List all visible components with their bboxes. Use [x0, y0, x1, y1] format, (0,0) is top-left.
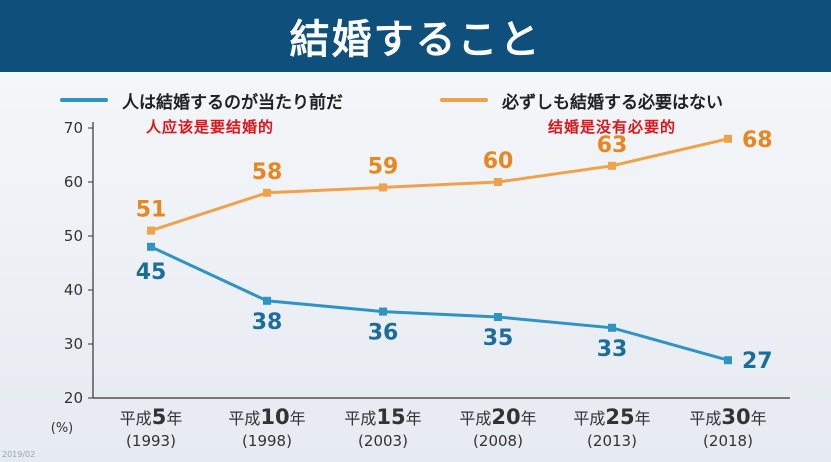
legend-item-series2: 必ずしも結婚する必要はない: [440, 88, 723, 113]
data-label: 51: [136, 198, 167, 223]
x-tick-year-label: (2018): [703, 432, 753, 450]
data-label: 33: [597, 337, 628, 362]
data-label: 27: [742, 349, 773, 374]
y-tick-label: 40: [64, 281, 83, 299]
x-tick-label: 平成30年: [689, 405, 766, 429]
x-tick-label: 平成25年: [573, 405, 650, 429]
watermark: 2019/02: [2, 450, 36, 459]
series-line-1: [150, 245, 729, 362]
x-tick-year-label: (2008): [473, 432, 523, 450]
data-point: [608, 323, 616, 332]
data-point: [724, 356, 732, 365]
legend-label-series1: 人は結婚するのが当たり前だ: [122, 92, 343, 113]
x-tick-label: 平成5年: [120, 405, 183, 429]
data-label: 36: [368, 321, 399, 346]
data-point: [147, 242, 155, 251]
x-tick-year-label: (2013): [587, 432, 637, 450]
y-tick-label: 60: [64, 173, 83, 191]
legend-label-series2: 必ずしも結婚する必要はない: [502, 92, 723, 113]
annotation-series2: 结婚是没有必要的: [548, 118, 677, 136]
data-point: [379, 307, 387, 316]
data-label: 68: [742, 128, 773, 153]
data-label: 60: [483, 149, 514, 174]
data-point: [494, 313, 502, 321]
legend-swatch-series1: [60, 98, 108, 102]
data-point: [147, 226, 155, 235]
x-tick-year-label: (1998): [242, 432, 292, 450]
y-tick-label: 30: [64, 335, 83, 353]
y-axis-unit: (%): [51, 421, 74, 436]
annotation-series1: 人应该是要结婚的: [146, 118, 275, 136]
legend-item-series1: 人は結婚するのが当たり前だ: [60, 88, 343, 113]
x-tick-label: 平成15年: [344, 405, 421, 429]
data-point: [263, 296, 271, 305]
legend-swatch-series2: [440, 98, 488, 102]
x-tick-label: 平成20年: [459, 405, 536, 429]
page-title: 結婚すること: [289, 17, 542, 63]
data-label: 63: [597, 133, 628, 158]
x-tick-year-label: (1993): [126, 432, 176, 450]
title-banner: 結婚すること: [0, 0, 831, 72]
data-label: 38: [252, 310, 283, 335]
data-point: [608, 161, 616, 170]
x-tick-label: 平成10年: [228, 405, 305, 429]
data-label: 58: [252, 160, 283, 185]
data-point: [494, 178, 502, 186]
data-label: 59: [368, 154, 399, 179]
y-tick-label: 20: [64, 389, 83, 407]
y-tick-label: 70: [64, 119, 83, 137]
data-label: 35: [483, 326, 514, 351]
data-point: [379, 183, 387, 192]
x-tick-year-label: (2003): [358, 432, 408, 450]
data-point: [724, 134, 732, 143]
data-point: [263, 188, 271, 197]
chart-background: [0, 72, 831, 462]
data-label: 45: [136, 260, 167, 285]
series-line-2: [150, 137, 729, 233]
y-tick-label: 50: [64, 227, 83, 245]
